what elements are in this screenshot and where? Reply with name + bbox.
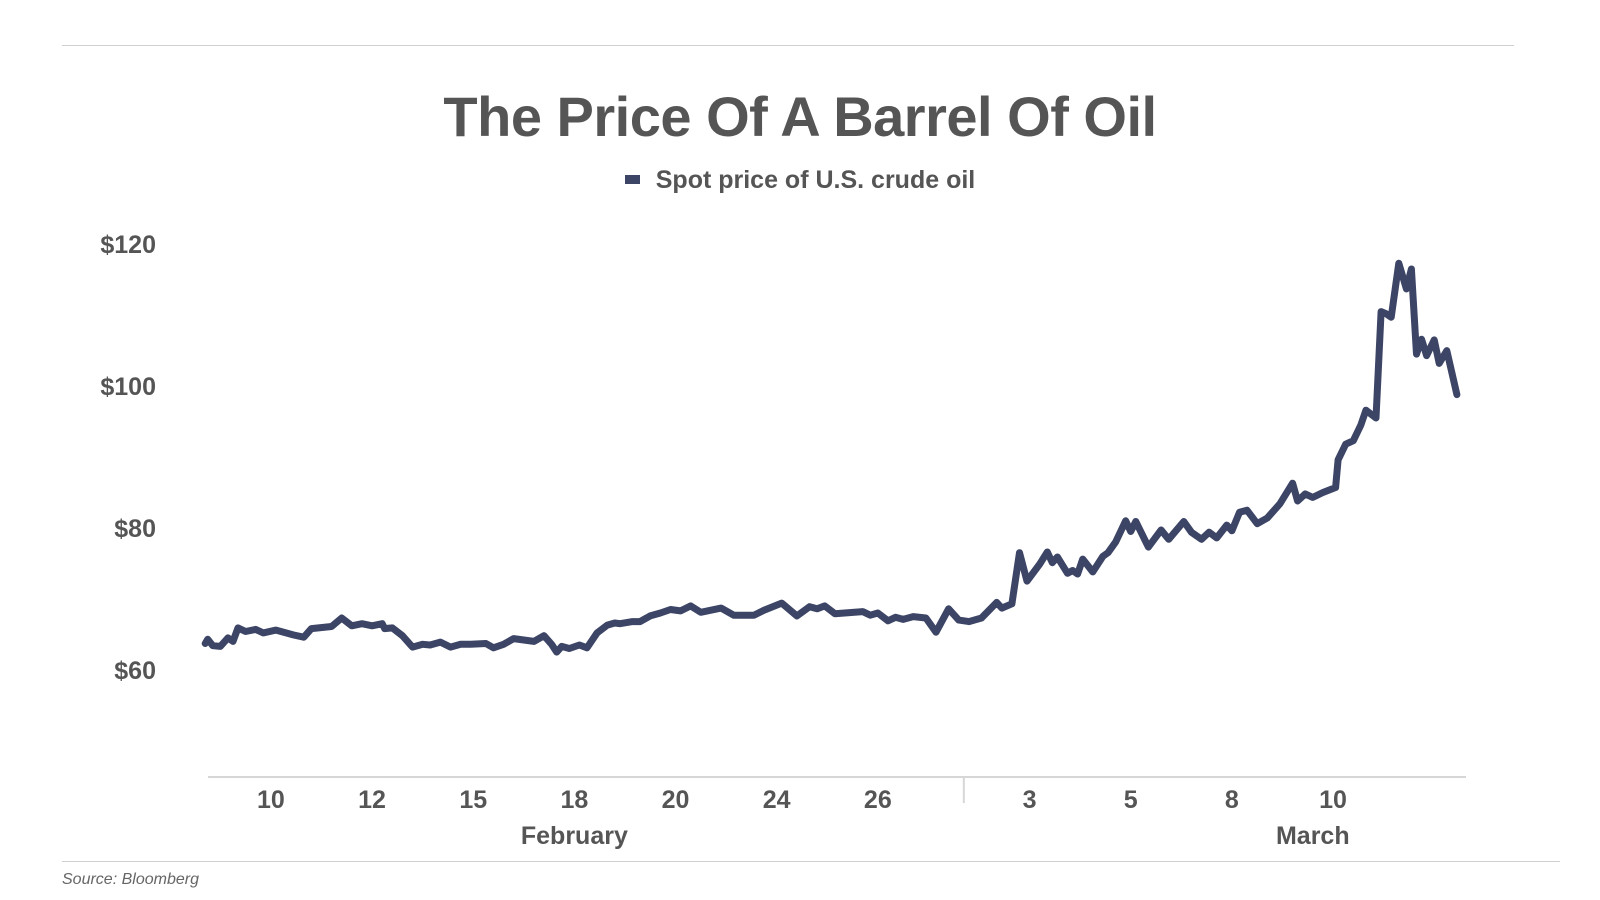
x-tick-label: 24 bbox=[763, 786, 791, 814]
x-tick-label: 12 bbox=[358, 786, 386, 814]
legend: Spot price of U.S. crude oil bbox=[0, 166, 1600, 195]
series-line bbox=[201, 259, 1461, 656]
y-tick-label: $120 bbox=[100, 231, 156, 259]
x-tick-label: 8 bbox=[1225, 786, 1239, 814]
x-tick-label: 18 bbox=[560, 786, 588, 814]
x-tick-label: 15 bbox=[459, 786, 487, 814]
x-group-label: February bbox=[521, 822, 628, 850]
chart-title: The Price Of A Barrel Of Oil bbox=[443, 85, 1157, 148]
x-tick-label: 3 bbox=[1023, 786, 1037, 814]
y-tick-label: $60 bbox=[114, 657, 156, 685]
y-tick-label: $100 bbox=[100, 373, 156, 401]
x-tick-label: 5 bbox=[1124, 786, 1138, 814]
y-tick-label: $80 bbox=[114, 515, 156, 543]
legend-swatch bbox=[624, 174, 640, 184]
x-tick-label: 10 bbox=[257, 786, 285, 814]
source-note: Source: Bloomberg bbox=[62, 871, 199, 888]
x-tick-label: 20 bbox=[662, 786, 690, 814]
x-tick-label: 10 bbox=[1319, 786, 1347, 814]
top-divider bbox=[62, 45, 1514, 46]
x-group-label: March bbox=[1276, 822, 1350, 850]
bottom-divider bbox=[62, 861, 1560, 862]
x-tick-label: 26 bbox=[864, 786, 892, 814]
legend-label: Spot price of U.S. crude oil bbox=[655, 166, 976, 194]
